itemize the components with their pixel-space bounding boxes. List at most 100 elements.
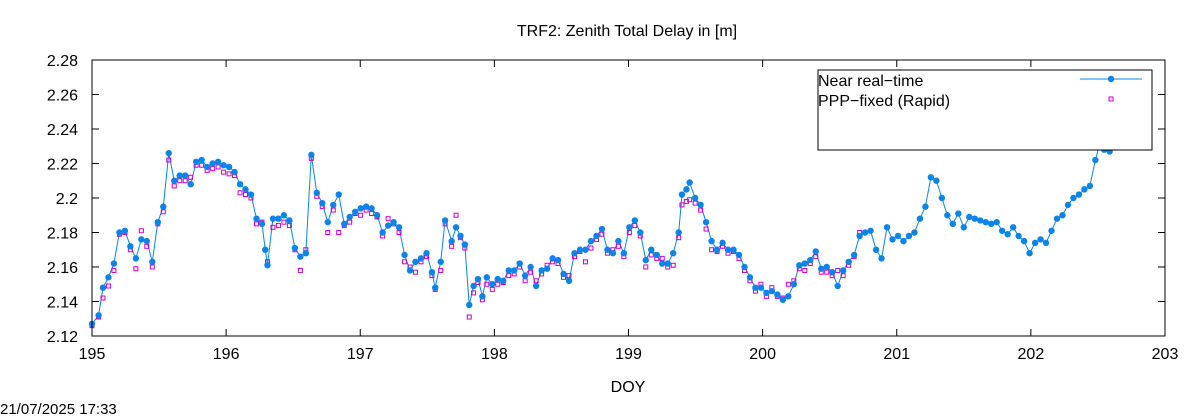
point-near-real-time [461,241,469,248]
point-near-real-time [1026,250,1033,257]
chart-title: TRF2: Zenith Total Delay in [m] [517,23,737,40]
point-near-real-time [357,205,364,212]
point-near-real-time [543,265,551,272]
point-near-real-time [291,244,299,252]
point-near-real-time [675,229,682,236]
point-ppp-fixed [802,267,808,273]
point-near-real-time [192,158,200,165]
point-near-real-time [324,218,331,226]
point-near-real-time [269,215,277,222]
point-near-real-time [362,203,370,210]
point-ppp-fixed [670,262,676,268]
point-near-real-time [746,274,754,281]
point-near-real-time [796,262,803,269]
point-near-real-time [341,220,348,228]
point-near-real-time [110,260,118,267]
point-ppp-fixed [177,178,183,184]
x-tick-label: 200 [749,346,776,363]
point-near-real-time [812,248,819,255]
point-near-real-time [220,162,227,169]
point-near-real-time [938,194,946,202]
x-tick-label: 202 [1018,346,1045,363]
point-near-real-time [861,229,869,236]
point-near-real-time [182,172,189,179]
point-near-real-time [686,179,693,186]
point-near-real-time [479,293,486,300]
point-near-real-time [724,246,732,253]
legend-marker-near-real-time [1107,75,1115,83]
point-near-real-time [653,251,660,259]
point-near-real-time [121,227,129,234]
point-near-real-time [401,251,408,259]
point-ppp-fixed [679,202,685,208]
point-ppp-fixed [166,157,172,163]
point-near-real-time [302,250,310,257]
point-near-real-time [1064,201,1072,209]
point-near-real-time [911,229,918,236]
point-near-real-time [971,215,978,222]
point-near-real-time [373,212,381,219]
point-near-real-time [565,277,573,284]
point-near-real-time [214,158,222,165]
point-near-real-time [615,237,622,245]
point-near-real-time [785,293,792,300]
point-near-real-time [927,174,935,181]
point-ppp-fixed [495,281,501,287]
point-near-real-time [905,232,913,240]
point-near-real-time [1070,194,1077,202]
point-near-real-time [262,246,269,253]
point-near-real-time [510,267,518,274]
point-ppp-fixed [188,174,194,180]
point-near-real-time [390,218,397,226]
point-near-real-time [132,255,140,262]
point-near-real-time [532,282,540,290]
point-near-real-time [280,212,288,219]
point-near-real-time [351,208,359,215]
point-near-real-time [790,281,798,288]
point-near-real-time [379,229,386,236]
point-near-real-time [319,199,326,207]
y-tick-label: 2.24 [47,122,78,139]
point-near-real-time [198,156,205,164]
point-near-real-time [105,274,112,281]
point-near-real-time [457,232,464,240]
point-near-real-time [894,232,902,240]
point-near-real-time [406,267,414,274]
point-ppp-fixed [138,228,144,234]
point-near-real-time [452,224,460,231]
point-near-real-time [664,260,671,267]
point-near-real-time [708,237,715,245]
point-near-real-time [236,181,244,188]
y-tick-label: 2.14 [47,295,78,312]
point-ppp-fixed [588,245,594,251]
point-ppp-fixed [659,255,665,261]
point-near-real-time [448,237,455,245]
point-ppp-fixed [522,278,528,284]
point-near-real-time [966,213,973,221]
point-near-real-time [582,246,589,253]
point-near-real-time [554,256,562,264]
point-ppp-fixed [275,223,281,229]
point-near-real-time [933,177,940,184]
point-near-real-time [483,274,490,281]
point-ppp-fixed [369,211,375,217]
point-ppp-fixed [489,286,495,292]
x-tick-label: 198 [481,346,508,363]
point-ppp-fixed [237,190,243,196]
point-ppp-fixed [692,200,698,206]
point-near-real-time [834,282,841,290]
point-near-real-time [1031,239,1039,247]
point-near-real-time [1015,232,1022,240]
point-near-real-time [944,212,951,219]
point-near-real-time [417,255,425,262]
point-near-real-time [247,191,255,198]
point-near-real-time [648,246,655,253]
point-near-real-time [521,272,529,279]
point-near-real-time [470,282,477,290]
point-near-real-time [231,168,238,176]
point-near-real-time [149,258,156,266]
point-near-real-time [346,213,353,221]
point-near-real-time [872,246,880,253]
point-near-real-time [187,181,194,188]
point-ppp-fixed [221,169,227,175]
